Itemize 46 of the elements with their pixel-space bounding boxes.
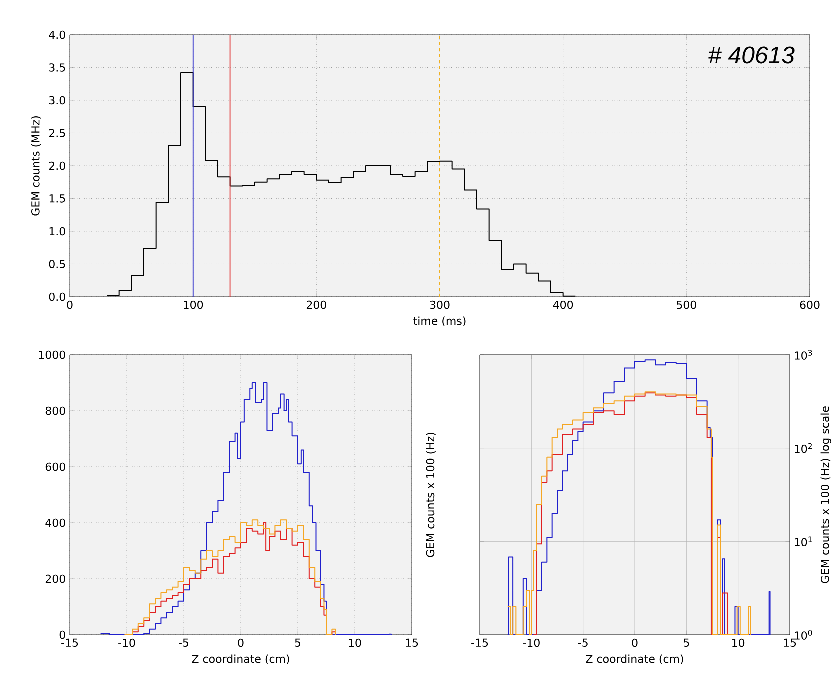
y-tick-label: 0.5 <box>49 260 66 268</box>
y-tick-label: 10$^{2}$ <box>795 443 812 454</box>
x-tick-label: -15 <box>62 638 78 648</box>
y-tick-label: 4.0 <box>49 30 66 40</box>
x-tick-label: 5 <box>684 638 690 648</box>
x-tick-label: 300 <box>430 300 450 310</box>
y-tick-label: 1.0 <box>50 227 66 236</box>
y-tick-label: 10$^{1}$ <box>795 536 812 547</box>
x-axis-title: Z coordinate (cm) <box>586 654 684 665</box>
x-tick-label: 15 <box>784 638 796 648</box>
y-tick-label: 10$^{3}$ <box>795 350 812 360</box>
x-tick-label: 0 <box>632 638 638 648</box>
y-axis-title: GEM counts x 100 (Hz) log scale <box>820 406 832 584</box>
x-tick-label: 100 <box>184 300 204 310</box>
x-tick-label: 500 <box>677 300 696 310</box>
x-axis-title: time (ms) <box>414 316 466 327</box>
x-tick-label: 10 <box>349 638 362 648</box>
x-tick-label: 200 <box>306 300 326 310</box>
y-tick-label: 600 <box>46 462 66 472</box>
x-tick-label: -15 <box>472 638 488 648</box>
x-tick-label: 5 <box>295 638 301 648</box>
y-tick-label: 200 <box>46 574 66 584</box>
y-tick-label: 0 <box>60 630 66 640</box>
y-axis-title: GEM counts (MHz) <box>31 116 42 216</box>
y-tick-label: 3.0 <box>49 96 66 105</box>
x-axis-title: Z coordinate (cm) <box>192 654 290 665</box>
y-tick-label: 2.5 <box>49 129 66 138</box>
y-tick-label: 400 <box>46 518 66 528</box>
y-tick-label: 2.0 <box>49 162 66 170</box>
x-tick-label: 0 <box>67 300 73 310</box>
y-tick-label: 10$^{0}$ <box>795 630 812 640</box>
y-tick-label: 1.5 <box>50 194 66 203</box>
x-tick-label: 400 <box>553 300 574 310</box>
y-axis-title: GEM counts x 100 (Hz) <box>426 433 436 558</box>
x-tick-label: 10 <box>732 638 745 648</box>
x-tick-label: 0 <box>238 638 244 648</box>
annotation: # 40613 <box>708 46 795 64</box>
x-tick-label: -10 <box>118 638 136 648</box>
x-tick-label: -10 <box>523 638 540 648</box>
y-tick-label: 800 <box>46 406 66 416</box>
x-tick-label: -5 <box>179 638 189 648</box>
y-tick-label: 3.5 <box>49 64 66 72</box>
x-tick-label: 15 <box>406 638 418 648</box>
y-tick-label: 1000 <box>39 350 66 360</box>
x-tick-label: -5 <box>578 638 588 648</box>
y-tick-label: 0.0 <box>49 292 66 302</box>
